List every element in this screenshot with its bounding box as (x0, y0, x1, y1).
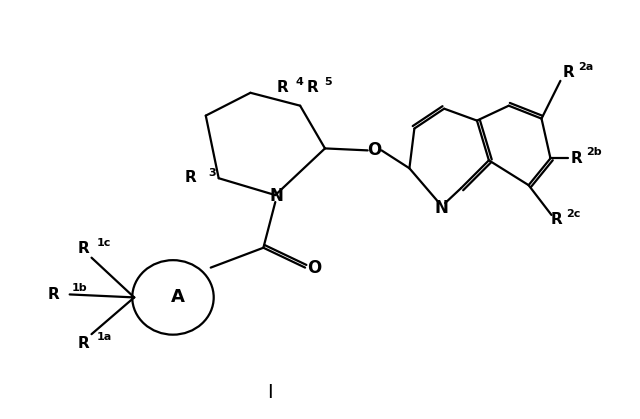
Text: R: R (78, 241, 90, 256)
Text: 1b: 1b (72, 284, 87, 293)
Text: R: R (563, 65, 574, 80)
Text: O: O (307, 259, 321, 277)
Text: 2c: 2c (566, 209, 580, 219)
Text: R: R (185, 170, 197, 185)
Text: R: R (306, 80, 318, 95)
Text: 1c: 1c (97, 238, 111, 248)
Text: 4: 4 (295, 77, 303, 87)
Text: I: I (268, 383, 273, 402)
Text: N: N (435, 199, 448, 217)
Text: R: R (550, 212, 563, 228)
Text: A: A (171, 288, 185, 306)
Text: 2a: 2a (579, 62, 593, 72)
Text: 5: 5 (324, 77, 332, 87)
Text: N: N (269, 187, 284, 205)
Text: O: O (367, 141, 382, 159)
Text: R: R (78, 336, 90, 351)
Text: 3: 3 (209, 168, 216, 178)
Text: R: R (570, 151, 582, 166)
Text: 2b: 2b (586, 147, 602, 158)
Text: R: R (48, 287, 60, 302)
Text: R: R (276, 80, 288, 95)
Text: 1a: 1a (97, 332, 112, 342)
